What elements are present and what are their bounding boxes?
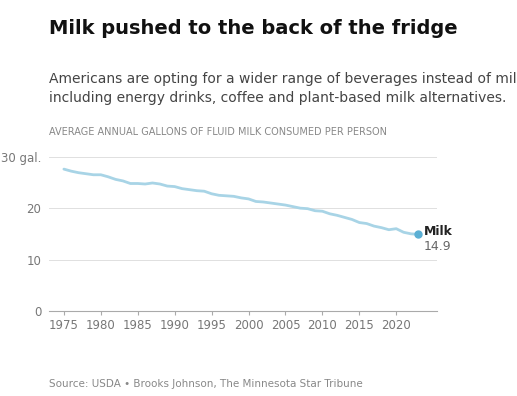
Text: 14.9: 14.9 — [423, 240, 451, 253]
Text: AVERAGE ANNUAL GALLONS OF FLUID MILK CONSUMED PER PERSON: AVERAGE ANNUAL GALLONS OF FLUID MILK CON… — [49, 127, 387, 137]
Text: Milk: Milk — [423, 225, 452, 238]
Text: Milk pushed to the back of the fridge: Milk pushed to the back of the fridge — [49, 19, 458, 38]
Text: Americans are opting for a wider range of beverages instead of milk,
including e: Americans are opting for a wider range o… — [49, 72, 517, 105]
Text: Source: USDA • Brooks Johnson, The Minnesota Star Tribune: Source: USDA • Brooks Johnson, The Minne… — [49, 379, 363, 389]
